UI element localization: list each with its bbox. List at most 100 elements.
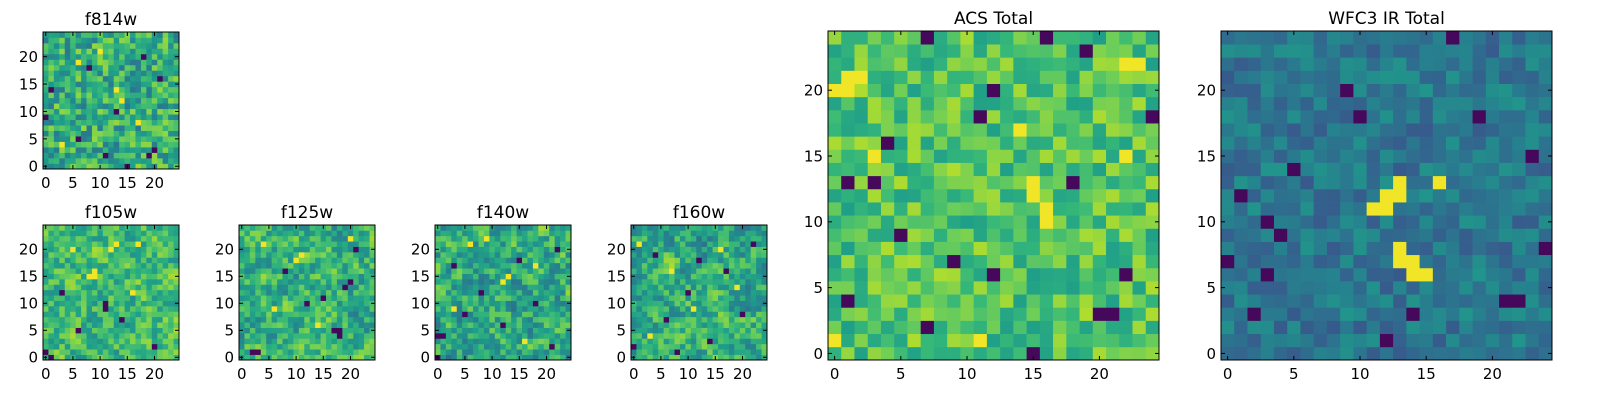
heatmap-cell (522, 333, 528, 339)
heatmap-cell (91, 32, 98, 38)
heatmap-cell (1393, 162, 1407, 177)
heatmap-cell (1145, 96, 1160, 111)
heatmap-cell (119, 273, 125, 280)
heatmap-cell (293, 241, 300, 247)
heatmap-cell (718, 295, 724, 301)
heatmap-cell (59, 158, 66, 164)
heatmap-cell (146, 163, 153, 170)
heatmap-cell (75, 225, 82, 231)
heatmap-cell (701, 349, 708, 355)
heatmap-cell (1119, 70, 1133, 84)
heatmap-cell (168, 306, 174, 312)
heatmap-cell (130, 338, 136, 345)
heatmap-cell (48, 349, 55, 355)
heatmap-cell (64, 349, 71, 355)
heatmap-cell (151, 119, 158, 126)
heatmap-cell (1221, 228, 1235, 242)
heatmap-cell (1079, 44, 1094, 58)
heatmap-cell (260, 322, 267, 328)
heatmap-cell (326, 235, 332, 242)
heatmap-cell (64, 284, 71, 291)
heatmap-cell (478, 311, 485, 318)
heatmap-cell (1472, 188, 1487, 203)
heatmap-cell (304, 343, 311, 350)
heatmap-cell (1287, 175, 1301, 190)
heatmap-cell (173, 338, 180, 345)
heatmap-cell (70, 268, 76, 274)
heatmap-cell (1053, 70, 1067, 84)
heatmap-cell (1119, 149, 1133, 163)
heatmap-cell (456, 279, 463, 285)
heatmap-cell (320, 338, 327, 345)
heatmap-cell (1053, 44, 1067, 58)
heatmap-cell (483, 252, 490, 258)
heatmap-cell (108, 300, 115, 307)
heatmap-cell (685, 311, 692, 318)
heatmap-cell (135, 273, 142, 280)
heatmap-cell (1340, 70, 1354, 84)
heatmap-cell (440, 257, 447, 264)
heatmap-cell (641, 268, 648, 274)
heatmap-cell (1406, 188, 1420, 203)
heatmap-cell (81, 246, 87, 253)
heatmap-cell (745, 284, 752, 291)
heatmap-cell (1525, 57, 1540, 71)
heatmap-cell (1525, 228, 1540, 242)
heatmap-cell (663, 252, 670, 258)
heatmap-cell (135, 289, 142, 296)
heatmap-cell (75, 295, 82, 301)
heatmap-cell (1247, 188, 1262, 203)
heatmap-cell (1106, 294, 1120, 308)
heatmap-cell (549, 316, 556, 323)
y-tick-label: 10 (804, 213, 823, 231)
y-tick-label: 15 (1197, 147, 1216, 165)
heatmap-cell (1119, 215, 1133, 229)
heatmap-cell (679, 306, 686, 312)
heatmap-cell (511, 268, 517, 274)
heatmap-cell (527, 273, 534, 280)
heatmap-cell (91, 75, 98, 82)
heatmap-cell (43, 295, 49, 301)
heatmap-cell (696, 284, 703, 291)
heatmap-cell (1366, 57, 1381, 71)
heatmap-cell (108, 262, 115, 269)
heatmap-cell (130, 235, 136, 242)
heatmap-cell (828, 307, 842, 321)
heatmap-cell (151, 114, 158, 121)
heatmap-cell (255, 349, 262, 355)
heatmap-cell (907, 136, 922, 150)
heatmap-cell (745, 343, 752, 350)
heatmap-cell (162, 235, 169, 242)
heatmap-cell (239, 343, 245, 350)
heatmap-cell (669, 349, 675, 355)
heatmap-cell (565, 311, 572, 318)
heatmap-cell (326, 257, 332, 264)
heatmap-cell (1092, 228, 1107, 242)
heatmap-cell (701, 230, 708, 237)
heatmap-cell (560, 306, 566, 312)
heatmap-cell (113, 230, 120, 237)
heatmap-cell (1472, 175, 1487, 190)
heatmap-cell (293, 289, 300, 296)
heatmap-cell (756, 333, 762, 339)
heatmap-cell (173, 311, 180, 318)
heatmap-cell (920, 228, 935, 242)
heatmap-cell (124, 257, 131, 264)
heatmap-cell (718, 300, 724, 307)
heatmap-cell (347, 338, 354, 345)
heatmap-cell (113, 92, 120, 99)
heatmap-cell (1000, 320, 1014, 335)
heatmap-cell (947, 320, 961, 335)
heatmap-cell (48, 257, 55, 264)
heatmap-cell (516, 311, 523, 318)
heatmap-cell (315, 289, 321, 296)
heatmap-cell (70, 108, 76, 115)
heatmap-cell (1234, 44, 1248, 58)
heatmap-cell (146, 246, 153, 253)
heatmap-cell (565, 284, 572, 291)
heatmap-cell (494, 327, 501, 334)
heatmap-cell (652, 311, 659, 318)
heatmap-cell (756, 289, 762, 296)
heatmap-cell (347, 268, 354, 274)
